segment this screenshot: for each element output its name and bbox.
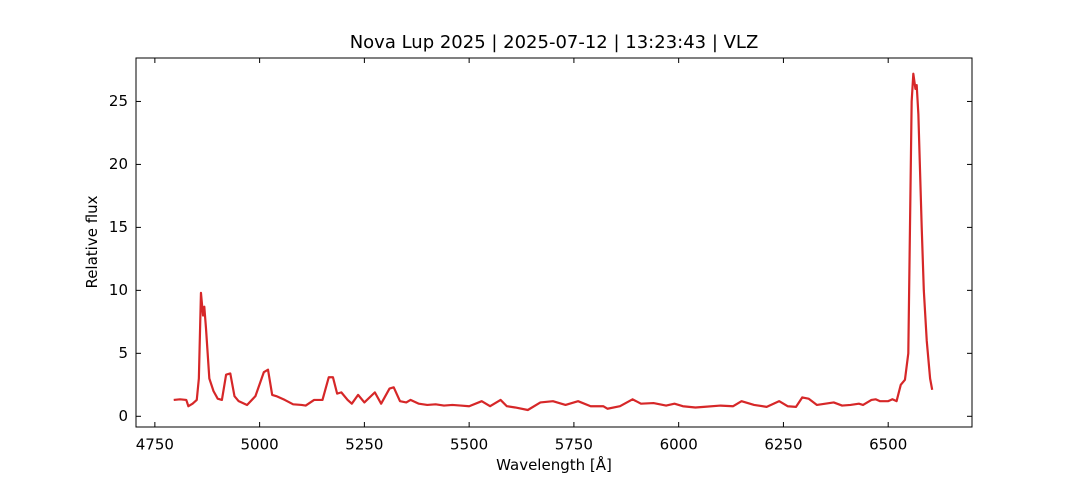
x-axis-label: Wavelength [Å] <box>496 455 612 474</box>
x-tick-label: 5000 <box>241 436 279 454</box>
chart-title: Nova Lup 2025 | 2025-07-12 | 13:23:43 | … <box>350 32 759 53</box>
spectrum-line <box>173 72 934 412</box>
x-tick-label: 5750 <box>555 436 593 454</box>
x-tick-label: 6500 <box>869 436 907 454</box>
x-tick-label: 6000 <box>660 436 698 454</box>
plot-frame <box>135 57 973 428</box>
y-tick-label: 5 <box>118 344 128 362</box>
y-tick-label: 10 <box>109 281 128 299</box>
y-tick-label: 15 <box>109 218 128 236</box>
y-tick-label: 0 <box>118 407 128 425</box>
x-tick-label: 4750 <box>136 436 174 454</box>
x-tick-label: 5250 <box>345 436 383 454</box>
y-tick-label: 20 <box>109 155 128 173</box>
y-tick-label: 25 <box>109 92 128 110</box>
x-tick-label: 6250 <box>764 436 802 454</box>
y-axis-label: Relative flux <box>83 195 101 288</box>
x-tick-label: 5500 <box>450 436 488 454</box>
